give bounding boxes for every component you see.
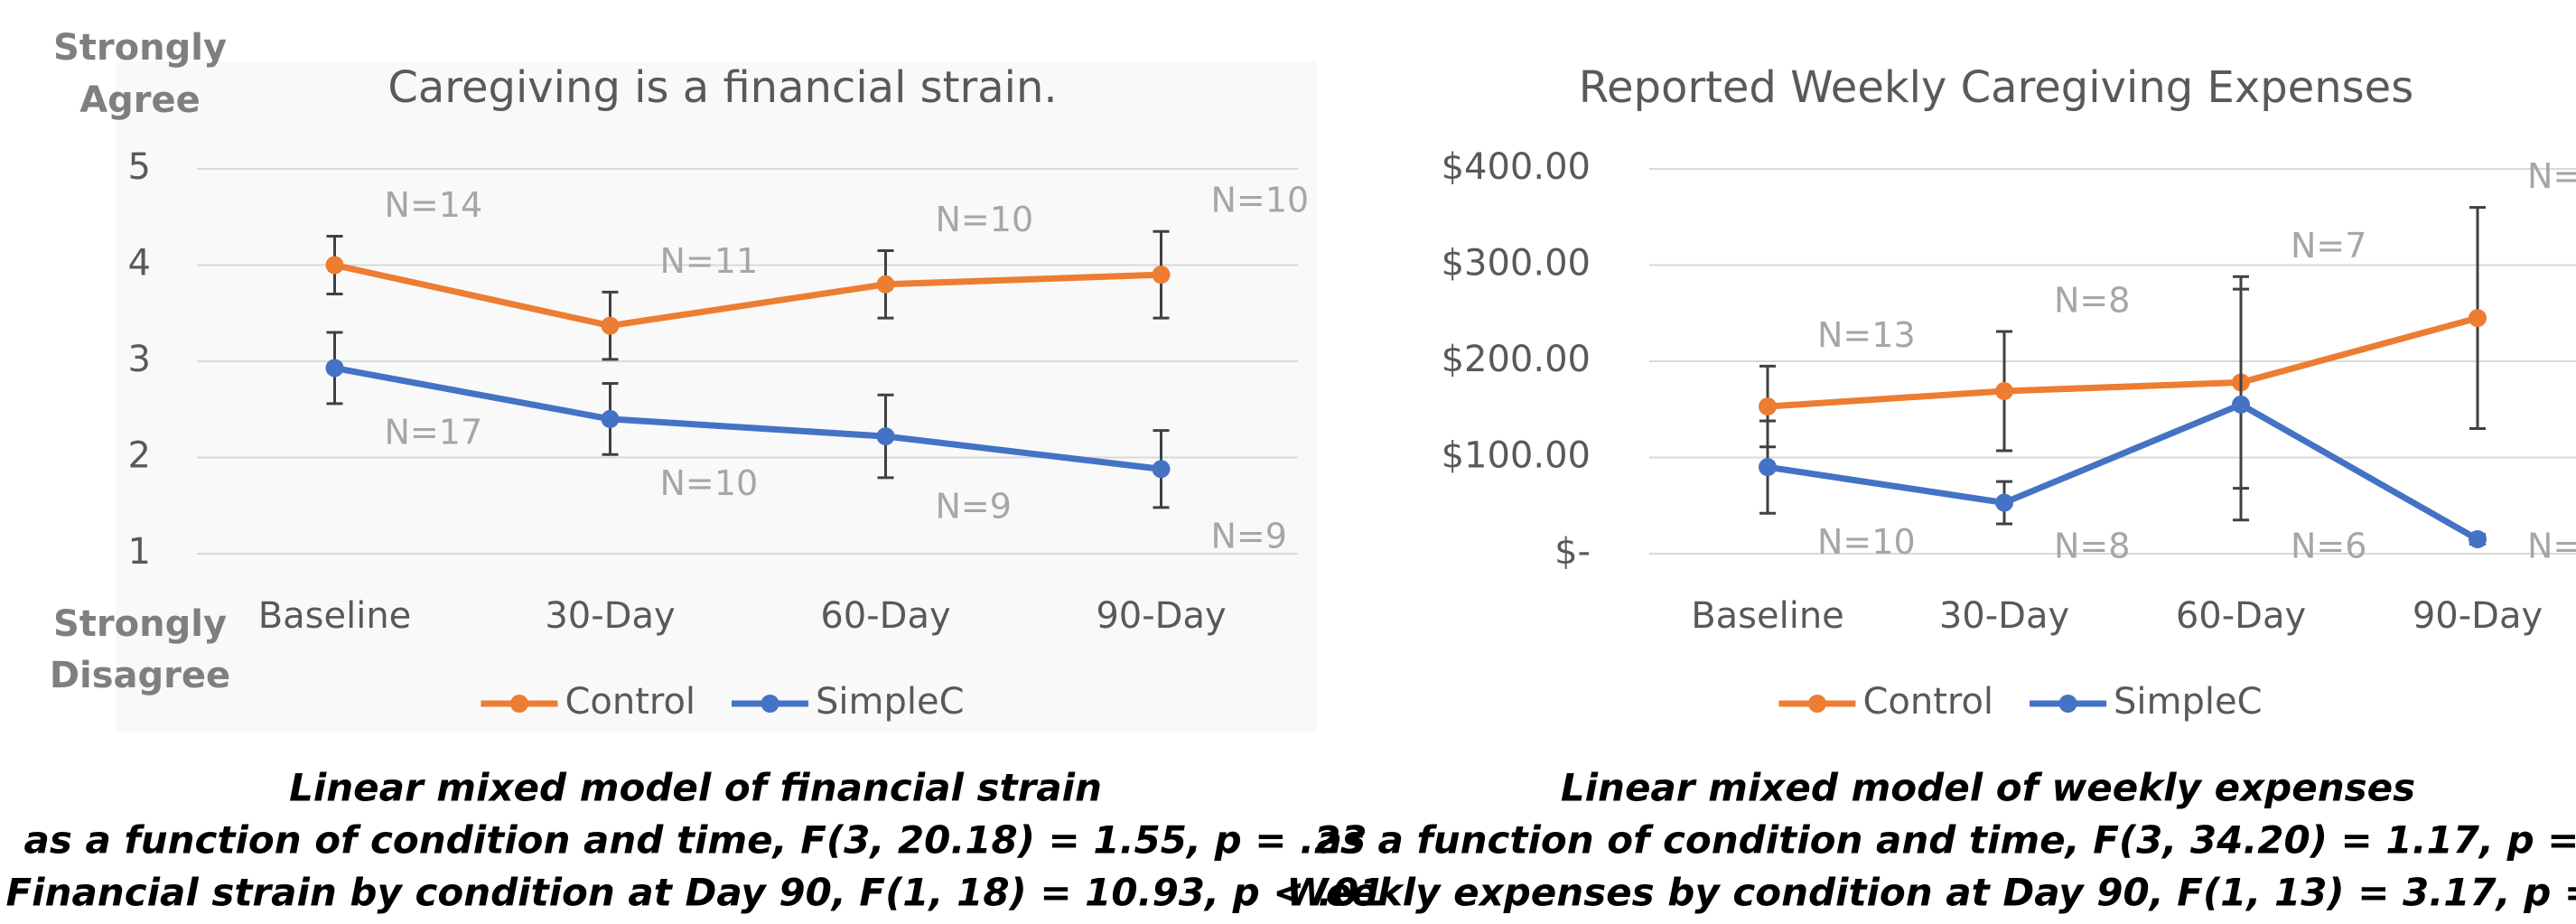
data-point — [1995, 382, 2013, 401]
legend-label: SimpleC — [816, 681, 965, 723]
data-point — [1152, 266, 1171, 285]
caption-line: Weekly expenses by condition at Day 90, … — [1286, 871, 2576, 915]
n-label: N=10 — [1817, 522, 1916, 562]
data-point — [1759, 458, 1777, 477]
n-label: N=7 — [2291, 226, 2366, 266]
y-tick-label: $300.00 — [1442, 243, 1591, 285]
legend-marker — [509, 695, 528, 713]
caption-line: Linear mixed model of financial strain — [289, 766, 1102, 810]
n-label: N=14 — [385, 185, 483, 225]
n-label: N=17 — [385, 412, 483, 452]
n-label: N=10 — [660, 463, 759, 503]
n-label: N=8 — [2527, 156, 2576, 196]
data-point — [2469, 309, 2487, 328]
x-tick-label: 30-Day — [545, 595, 675, 637]
y-tick-label: $- — [1554, 531, 1591, 573]
n-label: N=6 — [2291, 527, 2366, 566]
n-label: N=8 — [2054, 280, 2130, 320]
data-point — [1759, 397, 1777, 416]
series-line — [1767, 314, 2478, 410]
data-point — [601, 409, 620, 428]
y-tick-label: 5 — [128, 146, 151, 188]
n-label: N=8 — [2054, 527, 2130, 566]
legend-label: SimpleC — [2114, 681, 2263, 723]
legend-label: Control — [565, 681, 695, 723]
axis-end-label: Strongly — [53, 27, 227, 69]
axis-end-label: Agree — [79, 79, 201, 121]
chart-title: Reported Weekly Caregiving Expenses — [1579, 62, 2413, 113]
chart-title: Caregiving is a financial strain. — [387, 62, 1057, 113]
n-label: N=11 — [660, 241, 759, 281]
series-line — [1767, 401, 2479, 543]
y-tick-label: $100.00 — [1442, 435, 1591, 477]
x-tick-label: 30-Day — [1939, 595, 2069, 637]
n-label: N=9 — [936, 486, 1012, 526]
caption-line: as a function of condition and time, F(3… — [1317, 818, 2576, 863]
axis-end-label: Strongly — [53, 603, 227, 645]
y-tick-label: 4 — [128, 243, 151, 285]
x-tick-label: Baseline — [258, 595, 412, 637]
data-point — [1995, 493, 2013, 512]
x-tick-label: Baseline — [1691, 595, 1844, 637]
caption-line: Financial strain by condition at Day 90,… — [5, 871, 1385, 915]
data-point — [1152, 460, 1171, 479]
x-tick-label: 90-Day — [2413, 595, 2543, 637]
caption-line: Linear mixed model of weekly expenses — [1561, 766, 2415, 810]
series-line — [333, 365, 1162, 472]
data-point — [876, 275, 895, 294]
x-tick-label: 60-Day — [2176, 595, 2306, 637]
data-point — [601, 316, 620, 335]
n-label: N=9 — [1211, 516, 1287, 555]
x-tick-label: 90-Day — [1096, 595, 1226, 637]
data-point — [2469, 530, 2487, 549]
legend-marker — [1807, 695, 1826, 713]
n-label: N=10 — [936, 200, 1034, 239]
data-point — [325, 256, 344, 275]
data-point — [325, 359, 344, 378]
y-tick-label: 1 — [128, 531, 151, 573]
legend-marker — [2058, 695, 2077, 713]
y-tick-label: 3 — [128, 339, 151, 380]
n-label: N=10 — [1211, 181, 1310, 220]
data-point — [876, 427, 895, 446]
series-line — [333, 262, 1162, 330]
axis-end-label: Disagree — [50, 655, 230, 696]
y-tick-label: 2 — [128, 435, 151, 477]
legend-marker — [761, 695, 779, 713]
data-point — [2232, 395, 2250, 414]
y-tick-label: $200.00 — [1442, 339, 1591, 380]
y-tick-label: $400.00 — [1442, 146, 1591, 188]
x-tick-label: 60-Day — [820, 595, 950, 637]
caption-line: as a function of condition and time, F(3… — [24, 818, 1367, 863]
legend-label: Control — [1862, 681, 1993, 723]
n-label: N=6 — [2527, 527, 2576, 566]
n-label: N=13 — [1817, 315, 1916, 355]
chart-panel — [116, 61, 1317, 732]
